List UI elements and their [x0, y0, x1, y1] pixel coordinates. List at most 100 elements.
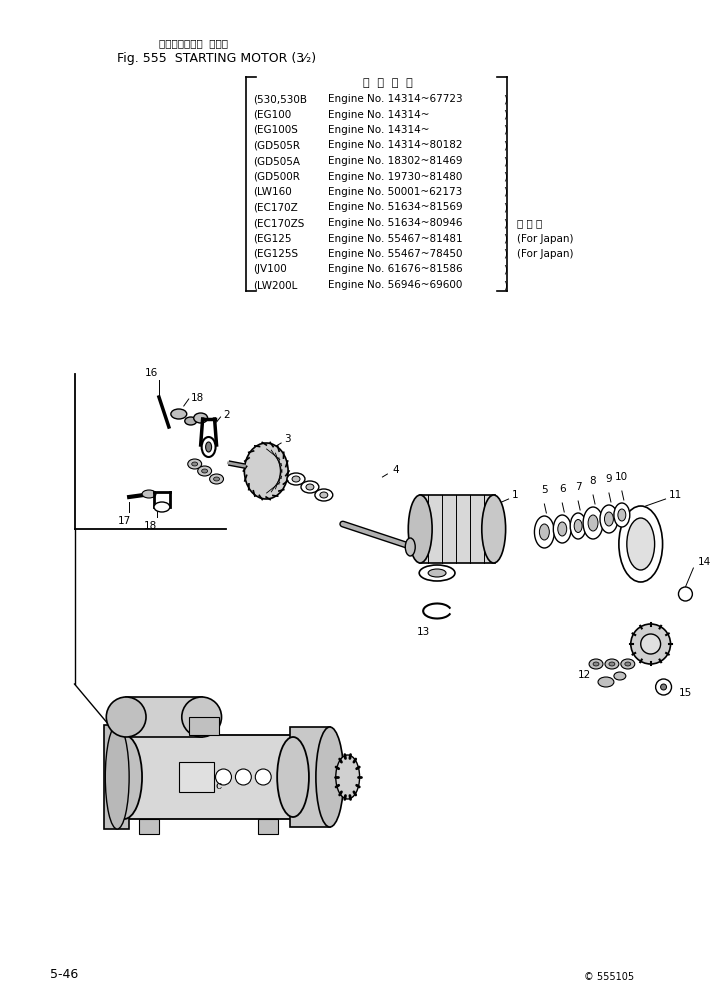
Ellipse shape	[301, 481, 319, 493]
Text: 4: 4	[392, 464, 399, 474]
Ellipse shape	[255, 769, 271, 785]
Text: ): )	[503, 187, 508, 197]
Ellipse shape	[210, 474, 223, 484]
Ellipse shape	[570, 514, 586, 540]
Text: ): )	[503, 171, 508, 181]
Bar	[139, 819, 159, 834]
Ellipse shape	[171, 410, 187, 419]
Text: ): )	[503, 279, 508, 289]
Text: (GD505A: (GD505A	[253, 156, 300, 166]
Ellipse shape	[306, 484, 314, 490]
Text: 国 内 向: 国 内 向	[516, 218, 542, 228]
Ellipse shape	[540, 525, 549, 541]
Text: Engine No. 55467~81481: Engine No. 55467~81481	[328, 234, 463, 244]
Ellipse shape	[215, 769, 232, 785]
Ellipse shape	[583, 508, 603, 540]
Text: ): )	[503, 125, 508, 135]
Bar	[189, 718, 219, 736]
Bar	[290, 728, 330, 827]
Text: Engine No. 14314~67723: Engine No. 14314~67723	[328, 93, 463, 104]
Text: 18: 18	[191, 393, 204, 403]
Text: (LW160: (LW160	[253, 187, 292, 197]
Ellipse shape	[619, 507, 662, 582]
Text: (EG125S: (EG125S	[253, 248, 299, 258]
Text: Engine No. 50001~62173: Engine No. 50001~62173	[328, 187, 462, 197]
Ellipse shape	[621, 659, 635, 669]
Ellipse shape	[205, 442, 212, 452]
Text: (LW200L: (LW200L	[253, 279, 298, 289]
Ellipse shape	[614, 504, 630, 528]
Text: c: c	[215, 780, 222, 790]
Bar	[126, 698, 202, 738]
Text: 16: 16	[144, 368, 158, 378]
Ellipse shape	[292, 476, 300, 482]
Ellipse shape	[598, 677, 614, 687]
Ellipse shape	[609, 662, 615, 666]
Ellipse shape	[588, 516, 598, 532]
Text: Engine No. 55467~78450: Engine No. 55467~78450	[328, 248, 462, 258]
Ellipse shape	[182, 698, 222, 738]
Bar	[104, 726, 129, 829]
Bar	[124, 736, 293, 819]
Text: Engine No. 14314~: Engine No. 14314~	[328, 109, 429, 119]
Ellipse shape	[593, 662, 599, 666]
Text: (EG125: (EG125	[253, 234, 292, 244]
Ellipse shape	[195, 769, 212, 785]
Ellipse shape	[194, 414, 207, 423]
Text: ): )	[503, 248, 508, 258]
Text: 7: 7	[575, 481, 582, 491]
Text: Engine No. 14314~: Engine No. 14314~	[328, 125, 429, 135]
Text: スターティング  モータ: スターティング モータ	[159, 38, 228, 48]
Bar	[179, 762, 214, 792]
Text: Engine No. 19730~81480: Engine No. 19730~81480	[328, 171, 462, 181]
Ellipse shape	[605, 659, 619, 669]
Ellipse shape	[142, 490, 156, 499]
Ellipse shape	[589, 659, 603, 669]
Ellipse shape	[188, 459, 202, 469]
Ellipse shape	[558, 523, 567, 537]
Text: 12: 12	[578, 669, 591, 679]
Text: 17: 17	[118, 516, 130, 526]
Text: 5: 5	[541, 484, 548, 494]
Text: (GD505R: (GD505R	[253, 140, 300, 150]
Ellipse shape	[315, 489, 333, 502]
Ellipse shape	[625, 662, 631, 666]
Ellipse shape	[641, 634, 660, 654]
Text: ): )	[503, 156, 508, 166]
Text: Engine No. 14314~80182: Engine No. 14314~80182	[328, 140, 462, 150]
Text: 13: 13	[417, 626, 431, 636]
Text: Engine No. 61676~81586: Engine No. 61676~81586	[328, 264, 463, 274]
Ellipse shape	[600, 506, 618, 534]
Text: ): )	[503, 109, 508, 119]
Ellipse shape	[202, 437, 215, 457]
Text: 15: 15	[679, 687, 692, 698]
Text: 1: 1	[512, 489, 518, 500]
Ellipse shape	[535, 517, 554, 549]
Text: ): )	[503, 218, 508, 228]
Ellipse shape	[605, 513, 613, 527]
Text: (EG100: (EG100	[253, 109, 292, 119]
Ellipse shape	[198, 466, 212, 476]
Ellipse shape	[679, 587, 692, 601]
Ellipse shape	[287, 473, 305, 485]
Ellipse shape	[245, 443, 288, 500]
Ellipse shape	[405, 539, 415, 557]
Ellipse shape	[614, 672, 626, 680]
Text: (JV100: (JV100	[253, 264, 287, 274]
Text: 9: 9	[605, 473, 612, 483]
Text: Engine No. 51634~81569: Engine No. 51634~81569	[328, 203, 463, 213]
Ellipse shape	[192, 462, 198, 466]
Ellipse shape	[106, 736, 142, 819]
Text: 8: 8	[590, 475, 596, 485]
Text: Engine No. 18302~81469: Engine No. 18302~81469	[328, 156, 462, 166]
Text: 3: 3	[284, 433, 291, 443]
Text: Engine No. 56946~69600: Engine No. 56946~69600	[328, 279, 462, 289]
Text: ): )	[503, 234, 508, 244]
Text: 2: 2	[223, 410, 230, 419]
Text: (EC170ZS: (EC170ZS	[253, 218, 304, 228]
Ellipse shape	[553, 516, 571, 544]
Text: ): )	[503, 93, 508, 104]
Ellipse shape	[154, 503, 170, 513]
Text: Engine No. 51634~80946: Engine No. 51634~80946	[328, 218, 462, 228]
Text: ): )	[503, 203, 508, 213]
